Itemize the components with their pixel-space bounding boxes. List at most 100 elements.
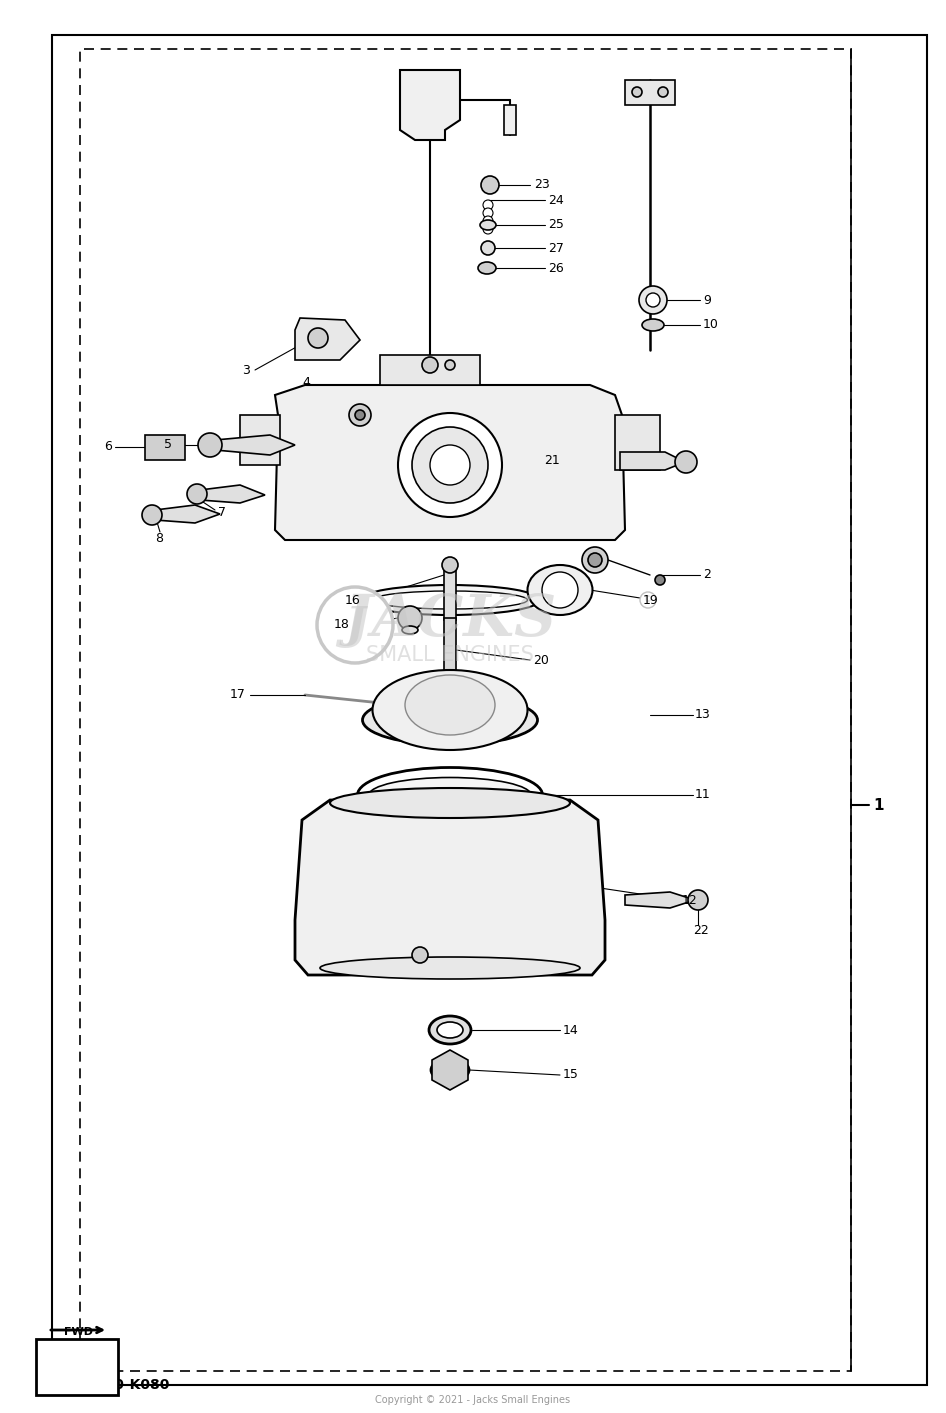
Text: 9: 9 (703, 294, 710, 307)
Ellipse shape (437, 1022, 463, 1039)
Circle shape (317, 586, 393, 663)
Circle shape (198, 432, 222, 456)
Polygon shape (295, 318, 360, 360)
Text: 2: 2 (703, 568, 710, 582)
Circle shape (542, 572, 578, 608)
Ellipse shape (402, 626, 418, 634)
Text: 24: 24 (548, 194, 564, 206)
Text: 7: 7 (218, 506, 226, 520)
Bar (444, 617, 456, 673)
Polygon shape (625, 81, 675, 105)
Text: 11: 11 (695, 788, 710, 801)
Ellipse shape (478, 261, 496, 274)
Text: 20: 20 (533, 653, 549, 667)
Text: 12: 12 (682, 893, 698, 907)
Ellipse shape (431, 1058, 469, 1081)
Polygon shape (400, 71, 460, 140)
Polygon shape (295, 800, 605, 975)
Bar (444, 560, 456, 620)
Circle shape (430, 445, 470, 485)
Circle shape (483, 216, 493, 226)
Text: 26: 26 (548, 261, 564, 274)
Text: SMALL ENGINES: SMALL ENGINES (366, 644, 534, 666)
Circle shape (442, 557, 458, 574)
Ellipse shape (362, 695, 537, 745)
Text: 18: 18 (334, 619, 350, 632)
Text: 19: 19 (643, 593, 658, 606)
Text: 14: 14 (563, 1023, 579, 1037)
Text: 16: 16 (344, 593, 360, 606)
Circle shape (646, 292, 660, 307)
Circle shape (588, 552, 602, 567)
Ellipse shape (358, 767, 542, 822)
Circle shape (398, 413, 502, 517)
Circle shape (412, 947, 428, 964)
Text: 21: 21 (544, 454, 560, 466)
Circle shape (632, 88, 642, 97)
Circle shape (655, 575, 665, 585)
Circle shape (483, 208, 493, 218)
FancyBboxPatch shape (36, 1340, 118, 1395)
Ellipse shape (360, 585, 540, 615)
Ellipse shape (369, 777, 531, 812)
Circle shape (142, 504, 162, 526)
Polygon shape (432, 1050, 468, 1089)
Circle shape (582, 547, 608, 574)
Circle shape (675, 451, 697, 473)
Ellipse shape (320, 957, 580, 979)
Polygon shape (615, 415, 660, 471)
Ellipse shape (480, 220, 496, 230)
Text: 23: 23 (534, 178, 550, 192)
Polygon shape (200, 485, 265, 503)
Circle shape (445, 360, 455, 370)
Polygon shape (155, 504, 220, 523)
Ellipse shape (405, 675, 495, 735)
Ellipse shape (429, 1016, 471, 1044)
Polygon shape (625, 892, 695, 909)
Circle shape (688, 890, 708, 910)
Text: 6: 6 (104, 441, 112, 454)
Text: 13: 13 (695, 708, 710, 722)
Text: 4: 4 (302, 376, 310, 389)
Circle shape (658, 88, 668, 97)
Circle shape (187, 485, 207, 504)
Circle shape (412, 427, 488, 503)
Text: 17: 17 (230, 688, 246, 701)
Ellipse shape (642, 319, 664, 331)
Text: 7CUN110-K080: 7CUN110-K080 (52, 1378, 169, 1392)
Polygon shape (145, 435, 185, 461)
Text: 1: 1 (873, 798, 884, 812)
Circle shape (349, 404, 371, 425)
Ellipse shape (373, 670, 528, 750)
Circle shape (308, 328, 328, 348)
Circle shape (639, 285, 667, 314)
Polygon shape (380, 355, 480, 384)
Text: 15: 15 (563, 1068, 579, 1081)
Text: 3: 3 (242, 363, 250, 376)
Circle shape (640, 592, 656, 608)
Circle shape (355, 410, 365, 420)
Polygon shape (620, 452, 685, 471)
Ellipse shape (330, 788, 570, 818)
Text: Copyright © 2021 - Jacks Small Engines: Copyright © 2021 - Jacks Small Engines (376, 1395, 570, 1405)
Text: JACKS: JACKS (344, 592, 556, 649)
Polygon shape (275, 384, 625, 540)
Text: 27: 27 (548, 242, 564, 254)
Bar (80, 49, 851, 1371)
Polygon shape (240, 415, 280, 465)
Text: 10: 10 (703, 318, 719, 332)
Text: FWD: FWD (63, 1327, 93, 1337)
Circle shape (481, 242, 495, 254)
Text: J: J (345, 603, 365, 646)
Circle shape (483, 225, 493, 235)
Circle shape (483, 201, 493, 211)
Text: 22: 22 (693, 924, 709, 937)
Bar (504, 105, 516, 136)
Text: 25: 25 (548, 219, 564, 232)
Circle shape (422, 357, 438, 373)
Text: ©: © (644, 595, 652, 605)
Circle shape (481, 177, 499, 194)
Text: 8: 8 (155, 531, 163, 544)
Circle shape (398, 606, 422, 630)
Text: 5: 5 (164, 438, 172, 452)
